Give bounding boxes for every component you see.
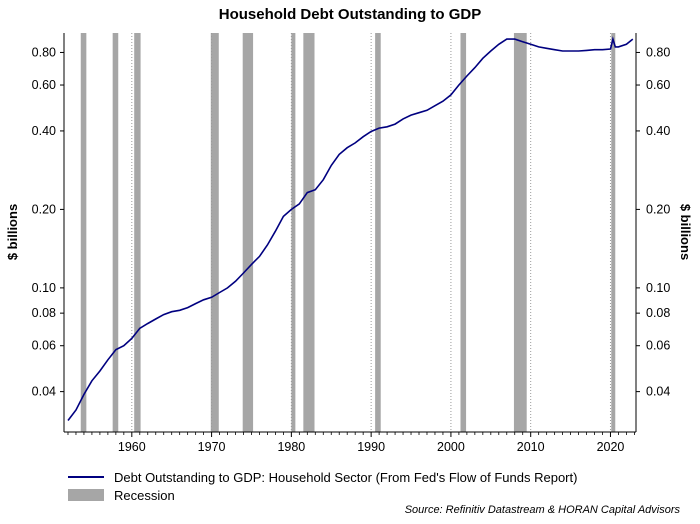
recession-bands [80,33,616,432]
y-tick-label-left-6: 0.60 [32,78,56,92]
y-axis-title-left: $ billions [5,204,20,260]
recession-band-0 [80,33,87,432]
x-tick-label-2000: 2000 [437,440,465,454]
y-tick-label-left-2: 0.08 [32,306,56,320]
axes [63,33,637,433]
x-tick-label-1990: 1990 [357,440,385,454]
recession-band-3 [210,33,219,432]
legend-label-series: Debt Outstanding to GDP: Household Secto… [114,469,578,485]
y-tick-label-right-2: 0.08 [646,306,670,320]
recession-band-5 [291,33,296,432]
x-tick-label-1960: 1960 [118,440,146,454]
recession-band-2 [134,33,141,432]
chart-title: Household Debt Outstanding to GDP [218,6,482,23]
y-tick-label-right-7: 0.80 [646,45,670,59]
grid-lines [131,33,611,432]
series-line-household-debt-to-gdp [67,36,634,421]
legend: Debt Outstanding to GDP: Household Secto… [68,468,577,504]
y-tick-label-right-3: 0.10 [646,281,670,295]
y-tick-label-right-5: 0.40 [646,124,670,138]
y-tick-label-left-7: 0.80 [32,45,56,59]
y-tick-label-left-0: 0.04 [32,385,56,399]
recession-band-7 [375,33,381,432]
recession-band-4 [242,33,254,432]
x-tick-label-1980: 1980 [277,440,305,454]
x-tick-label-1970: 1970 [198,440,226,454]
recession-band-8 [460,33,467,432]
y-axis-title-right: $ billions [678,204,693,260]
recession-band-9 [513,33,527,432]
recession-band-10 [611,33,616,432]
y-tick-label-left-3: 0.10 [32,281,56,295]
source-note: Source: Refinitiv Datastream & HORAN Cap… [404,504,680,516]
y-tick-label-left-5: 0.40 [32,124,56,138]
legend-swatch-series [68,476,104,478]
legend-item-recession: Recession [68,486,577,504]
ticks: 1960 1970 1980 1990 2000 2010 2020 0.04 0.04 0.06… [32,45,671,454]
y-tick-label-right-4: 0.20 [646,202,670,216]
recession-band-6 [303,33,315,432]
x-tick-label-2010: 2010 [517,440,545,454]
legend-item-series: Debt Outstanding to GDP: Household Secto… [68,468,577,486]
y-tick-label-right-1: 0.06 [646,339,670,353]
y-tick-label-right-6: 0.60 [646,78,670,92]
legend-label-recession: Recession [114,487,175,503]
x-tick-label-2020: 2020 [597,440,625,454]
y-tick-label-right-0: 0.04 [646,385,670,399]
y-tick-label-left-1: 0.06 [32,339,56,353]
y-tick-label-left-4: 0.20 [32,202,56,216]
recession-band-1 [112,33,119,432]
legend-swatch-recession [68,489,104,501]
